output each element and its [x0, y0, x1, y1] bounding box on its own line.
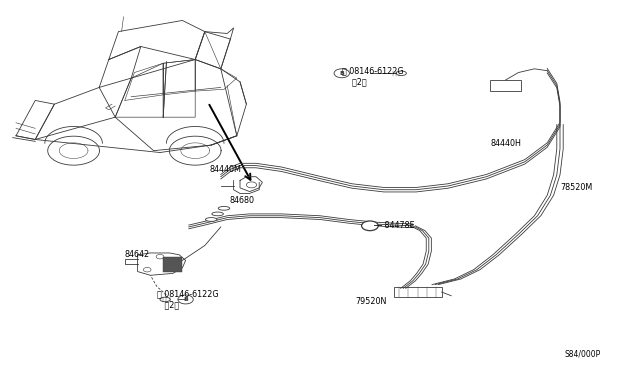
Text: 79520N: 79520N [355, 297, 387, 306]
Bar [163, 257, 182, 272]
Text: 84440M: 84440M [210, 165, 242, 174]
Text: S84/000P: S84/000P [564, 350, 600, 359]
Text: B: B [183, 297, 188, 302]
Bar [394, 287, 442, 297]
Text: Ⓑ 08146-6122G
   （2）: Ⓑ 08146-6122G （2） [157, 289, 218, 310]
Ellipse shape [218, 206, 230, 210]
Text: Ⓑ 08146-6122G
    （2）: Ⓑ 08146-6122G （2） [342, 66, 404, 86]
Ellipse shape [205, 218, 217, 221]
Text: 84440H: 84440H [490, 139, 521, 148]
Text: ― 84478E: ― 84478E [374, 221, 415, 230]
Bar [490, 80, 521, 91]
Text: B: B [339, 71, 344, 76]
Text: 78520M: 78520M [560, 183, 592, 192]
Text: 84680: 84680 [229, 196, 255, 205]
Text: 84642: 84642 [125, 250, 150, 259]
Ellipse shape [212, 212, 223, 216]
Circle shape [362, 221, 378, 231]
